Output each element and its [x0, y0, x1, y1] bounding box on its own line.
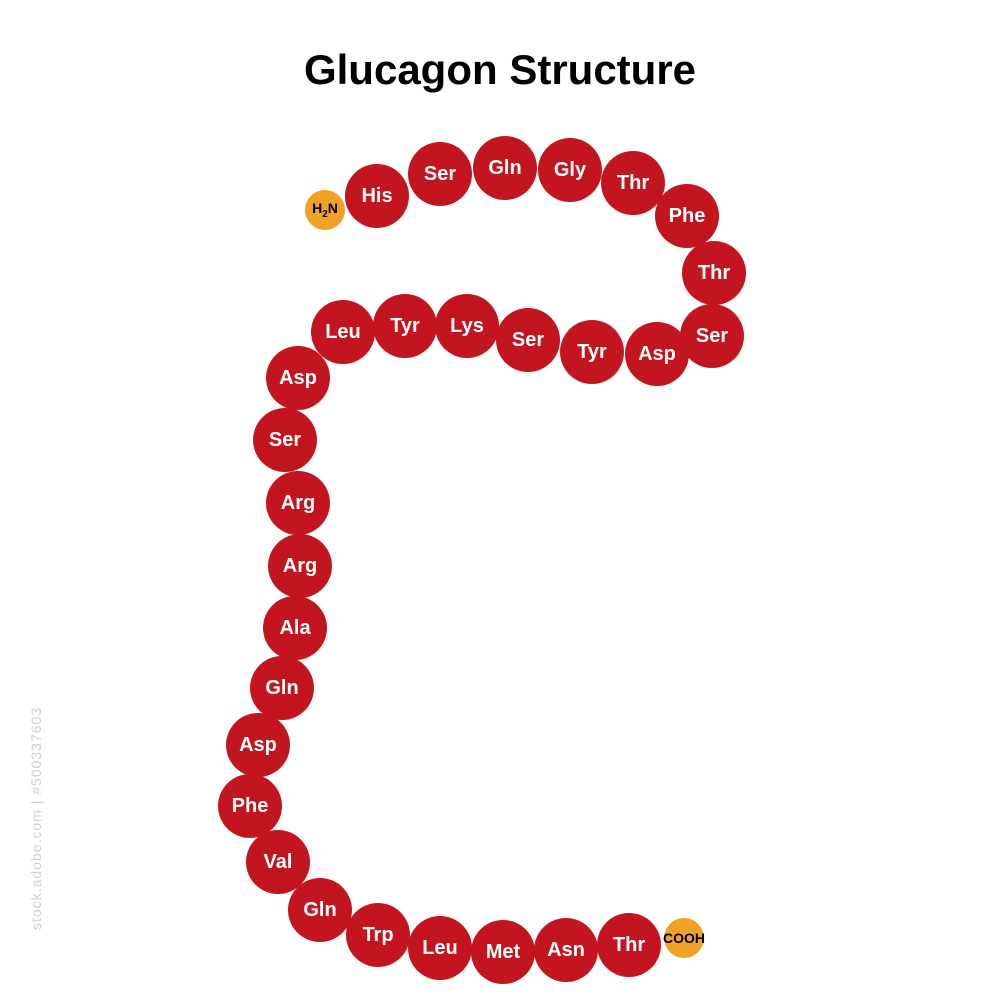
node-label: Thr	[613, 934, 645, 957]
c-terminus: COOH	[664, 918, 704, 958]
node-label: Trp	[362, 924, 393, 947]
node-label: Thr	[617, 172, 649, 195]
residue-ser: Ser	[496, 308, 560, 372]
node-label: H2N	[312, 200, 338, 220]
residue-trp: Trp	[346, 903, 410, 967]
residue-arg: Arg	[266, 471, 330, 535]
residue-asp: Asp	[625, 322, 689, 386]
node-label: Phe	[232, 795, 269, 818]
residue-asp: Asp	[266, 346, 330, 410]
node-label: His	[361, 185, 392, 208]
residue-tyr: Tyr	[373, 294, 437, 358]
node-label: Ser	[512, 329, 544, 352]
node-label: COOH	[663, 930, 705, 946]
residue-lys: Lys	[435, 294, 499, 358]
node-label: Gln	[488, 157, 521, 180]
node-label: Tyr	[577, 341, 607, 364]
node-label: Ser	[424, 163, 456, 186]
residue-ser: Ser	[680, 304, 744, 368]
node-label: Ala	[279, 617, 310, 640]
residue-thr: Thr	[597, 913, 661, 977]
node-label: Asp	[239, 734, 277, 757]
node-label: Asp	[279, 367, 317, 390]
watermark: stock.adobe.com | #500337603	[28, 707, 44, 930]
node-label: Gln	[303, 899, 336, 922]
residue-met: Met	[471, 920, 535, 984]
node-label: Met	[486, 941, 520, 964]
residue-tyr: Tyr	[560, 320, 624, 384]
residue-asp: Asp	[226, 713, 290, 777]
residue-gln: Gln	[473, 136, 537, 200]
node-label: Phe	[669, 205, 706, 228]
residue-gln: Gln	[288, 878, 352, 942]
node-label: Tyr	[390, 315, 420, 338]
node-label: Ser	[696, 325, 728, 348]
residue-gly: Gly	[538, 138, 602, 202]
residue-leu: Leu	[408, 916, 472, 980]
residue-ser: Ser	[408, 142, 472, 206]
residue-phe: Phe	[655, 184, 719, 248]
node-label: Arg	[281, 492, 315, 515]
residue-thr: Thr	[682, 241, 746, 305]
node-label: Gly	[554, 159, 586, 182]
residue-ser: Ser	[253, 408, 317, 472]
node-label: Arg	[283, 555, 317, 578]
diagram-title: Glucagon Structure	[0, 46, 1000, 94]
node-label: Gln	[265, 677, 298, 700]
node-label: Asn	[547, 939, 585, 962]
node-label: Thr	[698, 262, 730, 285]
residue-phe: Phe	[218, 774, 282, 838]
residue-his: His	[345, 164, 409, 228]
node-label: Leu	[325, 321, 361, 344]
node-label: Ser	[269, 429, 301, 452]
node-label: Val	[264, 851, 293, 874]
residue-ala: Ala	[263, 596, 327, 660]
node-label: Leu	[422, 937, 458, 960]
node-label: Lys	[450, 315, 484, 338]
node-label: Asp	[638, 343, 676, 366]
residue-gln: Gln	[250, 656, 314, 720]
residue-asn: Asn	[534, 918, 598, 982]
residue-thr: Thr	[601, 151, 665, 215]
residue-arg: Arg	[268, 534, 332, 598]
n-terminus: H2N	[305, 190, 345, 230]
